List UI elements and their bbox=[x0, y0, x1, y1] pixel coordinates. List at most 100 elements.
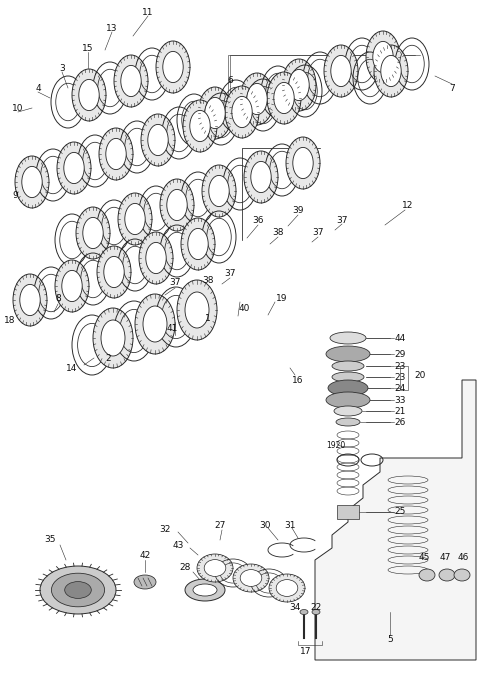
Ellipse shape bbox=[97, 246, 131, 298]
Text: 37: 37 bbox=[169, 277, 181, 286]
Ellipse shape bbox=[125, 204, 145, 235]
Ellipse shape bbox=[139, 232, 173, 284]
Polygon shape bbox=[315, 380, 476, 660]
Text: 16: 16 bbox=[292, 375, 304, 384]
Text: 33: 33 bbox=[394, 395, 406, 404]
Text: 2: 2 bbox=[105, 353, 111, 362]
Text: 20: 20 bbox=[414, 371, 426, 380]
Text: 38: 38 bbox=[272, 228, 284, 237]
Ellipse shape bbox=[293, 148, 313, 179]
Ellipse shape bbox=[72, 69, 106, 121]
Text: 38: 38 bbox=[202, 275, 214, 284]
Ellipse shape bbox=[336, 418, 360, 426]
Text: 14: 14 bbox=[66, 364, 78, 373]
Ellipse shape bbox=[251, 161, 271, 193]
Ellipse shape bbox=[244, 151, 278, 203]
Ellipse shape bbox=[64, 152, 84, 184]
Ellipse shape bbox=[65, 582, 91, 598]
Ellipse shape bbox=[282, 59, 316, 111]
Text: 1920: 1920 bbox=[326, 440, 346, 449]
Text: 10: 10 bbox=[12, 104, 24, 112]
Ellipse shape bbox=[209, 175, 229, 206]
Ellipse shape bbox=[204, 560, 226, 576]
Ellipse shape bbox=[276, 580, 298, 596]
Ellipse shape bbox=[163, 51, 183, 83]
Ellipse shape bbox=[202, 165, 236, 217]
Text: 46: 46 bbox=[457, 553, 468, 562]
Text: 1: 1 bbox=[205, 313, 211, 322]
Text: 45: 45 bbox=[418, 553, 430, 562]
Ellipse shape bbox=[134, 575, 156, 589]
Ellipse shape bbox=[312, 609, 320, 615]
Text: 24: 24 bbox=[395, 384, 406, 393]
Text: 21: 21 bbox=[394, 406, 406, 415]
Ellipse shape bbox=[373, 41, 393, 72]
Ellipse shape bbox=[185, 292, 209, 328]
Text: 47: 47 bbox=[439, 553, 451, 562]
Ellipse shape bbox=[177, 280, 217, 340]
Ellipse shape bbox=[193, 584, 217, 596]
Text: 7: 7 bbox=[449, 83, 455, 92]
Text: 32: 32 bbox=[159, 526, 171, 535]
Ellipse shape bbox=[83, 217, 103, 248]
Ellipse shape bbox=[225, 86, 259, 138]
Text: 28: 28 bbox=[180, 564, 191, 573]
Ellipse shape bbox=[51, 573, 105, 607]
Ellipse shape bbox=[185, 579, 225, 601]
Ellipse shape bbox=[197, 554, 233, 582]
Ellipse shape bbox=[240, 73, 274, 125]
Ellipse shape bbox=[40, 566, 116, 614]
Text: 11: 11 bbox=[142, 8, 154, 17]
Ellipse shape bbox=[328, 380, 368, 396]
Bar bbox=[337, 505, 359, 519]
Ellipse shape bbox=[148, 124, 168, 156]
Text: 37: 37 bbox=[336, 215, 348, 224]
Text: 35: 35 bbox=[44, 535, 56, 544]
Text: 23: 23 bbox=[394, 362, 406, 371]
Ellipse shape bbox=[332, 372, 364, 382]
Ellipse shape bbox=[55, 260, 89, 312]
Text: 42: 42 bbox=[139, 551, 151, 560]
Ellipse shape bbox=[141, 114, 175, 166]
Text: 29: 29 bbox=[394, 350, 406, 359]
Text: 22: 22 bbox=[311, 604, 322, 613]
Ellipse shape bbox=[79, 79, 99, 110]
Ellipse shape bbox=[381, 55, 401, 87]
Text: 3: 3 bbox=[59, 63, 65, 72]
Text: 13: 13 bbox=[106, 23, 118, 32]
Ellipse shape bbox=[326, 392, 370, 408]
Ellipse shape bbox=[269, 574, 305, 602]
Text: 19: 19 bbox=[276, 293, 288, 302]
Text: 9: 9 bbox=[12, 190, 18, 199]
Text: 37: 37 bbox=[312, 228, 324, 237]
Ellipse shape bbox=[76, 207, 110, 259]
Ellipse shape bbox=[93, 308, 133, 368]
Text: 37: 37 bbox=[224, 268, 236, 277]
Ellipse shape bbox=[181, 218, 215, 270]
Ellipse shape bbox=[374, 45, 408, 97]
Ellipse shape bbox=[104, 257, 124, 288]
Text: 43: 43 bbox=[172, 540, 184, 549]
Text: 23: 23 bbox=[394, 373, 406, 382]
Ellipse shape bbox=[146, 242, 166, 274]
Ellipse shape bbox=[330, 332, 366, 344]
Ellipse shape bbox=[205, 97, 225, 128]
Ellipse shape bbox=[454, 569, 470, 581]
Ellipse shape bbox=[233, 564, 269, 592]
Ellipse shape bbox=[20, 284, 40, 315]
Ellipse shape bbox=[232, 97, 252, 128]
Ellipse shape bbox=[57, 142, 91, 194]
Text: 39: 39 bbox=[292, 206, 304, 215]
Ellipse shape bbox=[118, 193, 152, 245]
Ellipse shape bbox=[99, 128, 133, 180]
Ellipse shape bbox=[156, 41, 190, 93]
Text: 5: 5 bbox=[387, 635, 393, 644]
Text: 25: 25 bbox=[394, 508, 406, 517]
Ellipse shape bbox=[22, 166, 42, 197]
Ellipse shape bbox=[419, 569, 435, 581]
Ellipse shape bbox=[289, 70, 309, 101]
Ellipse shape bbox=[326, 346, 370, 362]
Text: 17: 17 bbox=[300, 647, 312, 656]
Ellipse shape bbox=[190, 110, 210, 141]
Ellipse shape bbox=[143, 306, 167, 342]
